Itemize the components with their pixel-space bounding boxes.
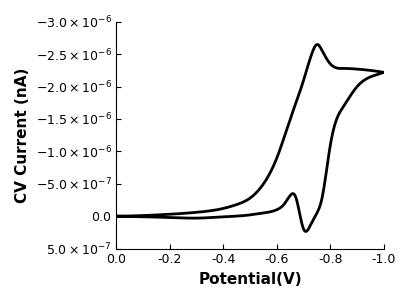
X-axis label: Potential(V): Potential(V) — [199, 272, 302, 287]
Y-axis label: CV Current (nA): CV Current (nA) — [15, 68, 30, 203]
